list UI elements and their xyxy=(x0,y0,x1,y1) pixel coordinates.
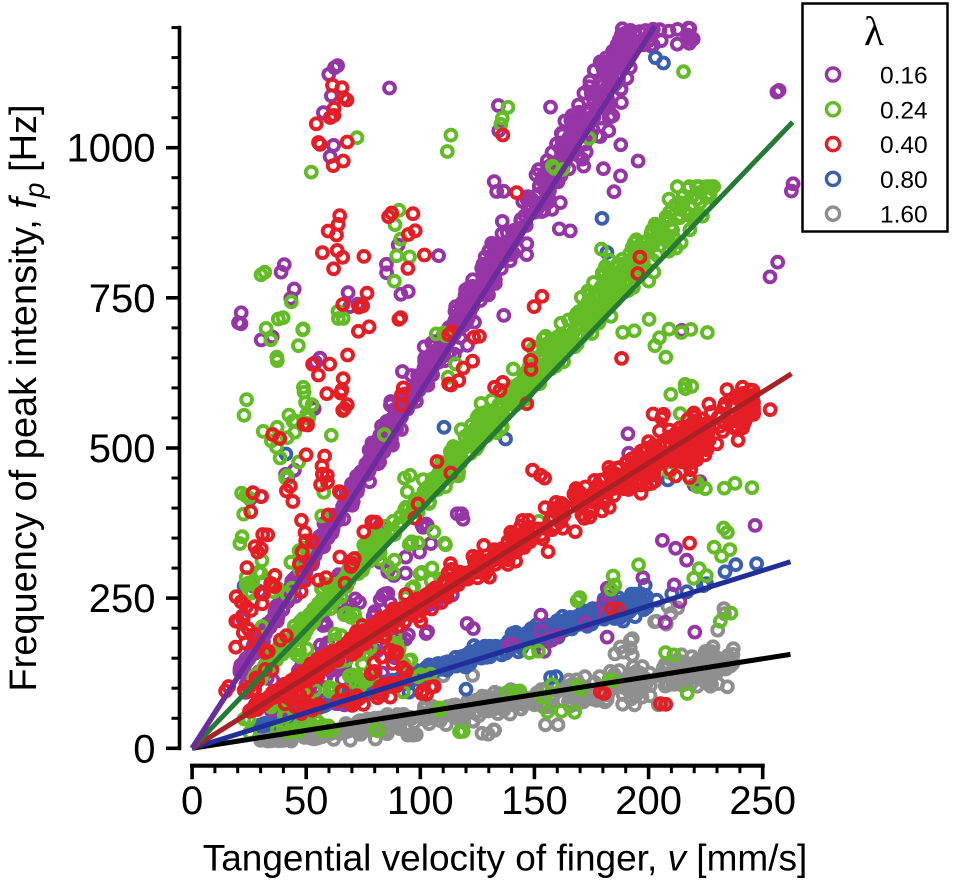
svg-text:150: 150 xyxy=(501,779,568,823)
svg-text:0: 0 xyxy=(133,727,155,771)
svg-text:250: 250 xyxy=(89,577,156,621)
svg-text:100: 100 xyxy=(387,779,454,823)
svg-text:200: 200 xyxy=(615,779,682,823)
svg-text:250: 250 xyxy=(729,779,796,823)
svg-text:0.40: 0.40 xyxy=(880,132,928,159)
svg-text:Frequency of peak intensity, f: Frequency of peak intensity, fp [Hz] xyxy=(3,104,50,691)
svg-text:50: 50 xyxy=(284,779,329,823)
svg-text:0.16: 0.16 xyxy=(880,63,928,90)
svg-text:0: 0 xyxy=(181,779,203,823)
svg-text:750: 750 xyxy=(89,277,156,321)
svg-text:0.24: 0.24 xyxy=(880,97,928,124)
svg-text:0.80: 0.80 xyxy=(880,167,928,194)
svg-text:1000: 1000 xyxy=(67,127,156,171)
svg-text:1.60: 1.60 xyxy=(880,202,928,229)
svg-text:500: 500 xyxy=(89,427,156,471)
svg-text:Tangential velocity of finger,: Tangential velocity of finger, v [mm/s] xyxy=(203,838,808,879)
svg-text:λ: λ xyxy=(864,8,884,54)
